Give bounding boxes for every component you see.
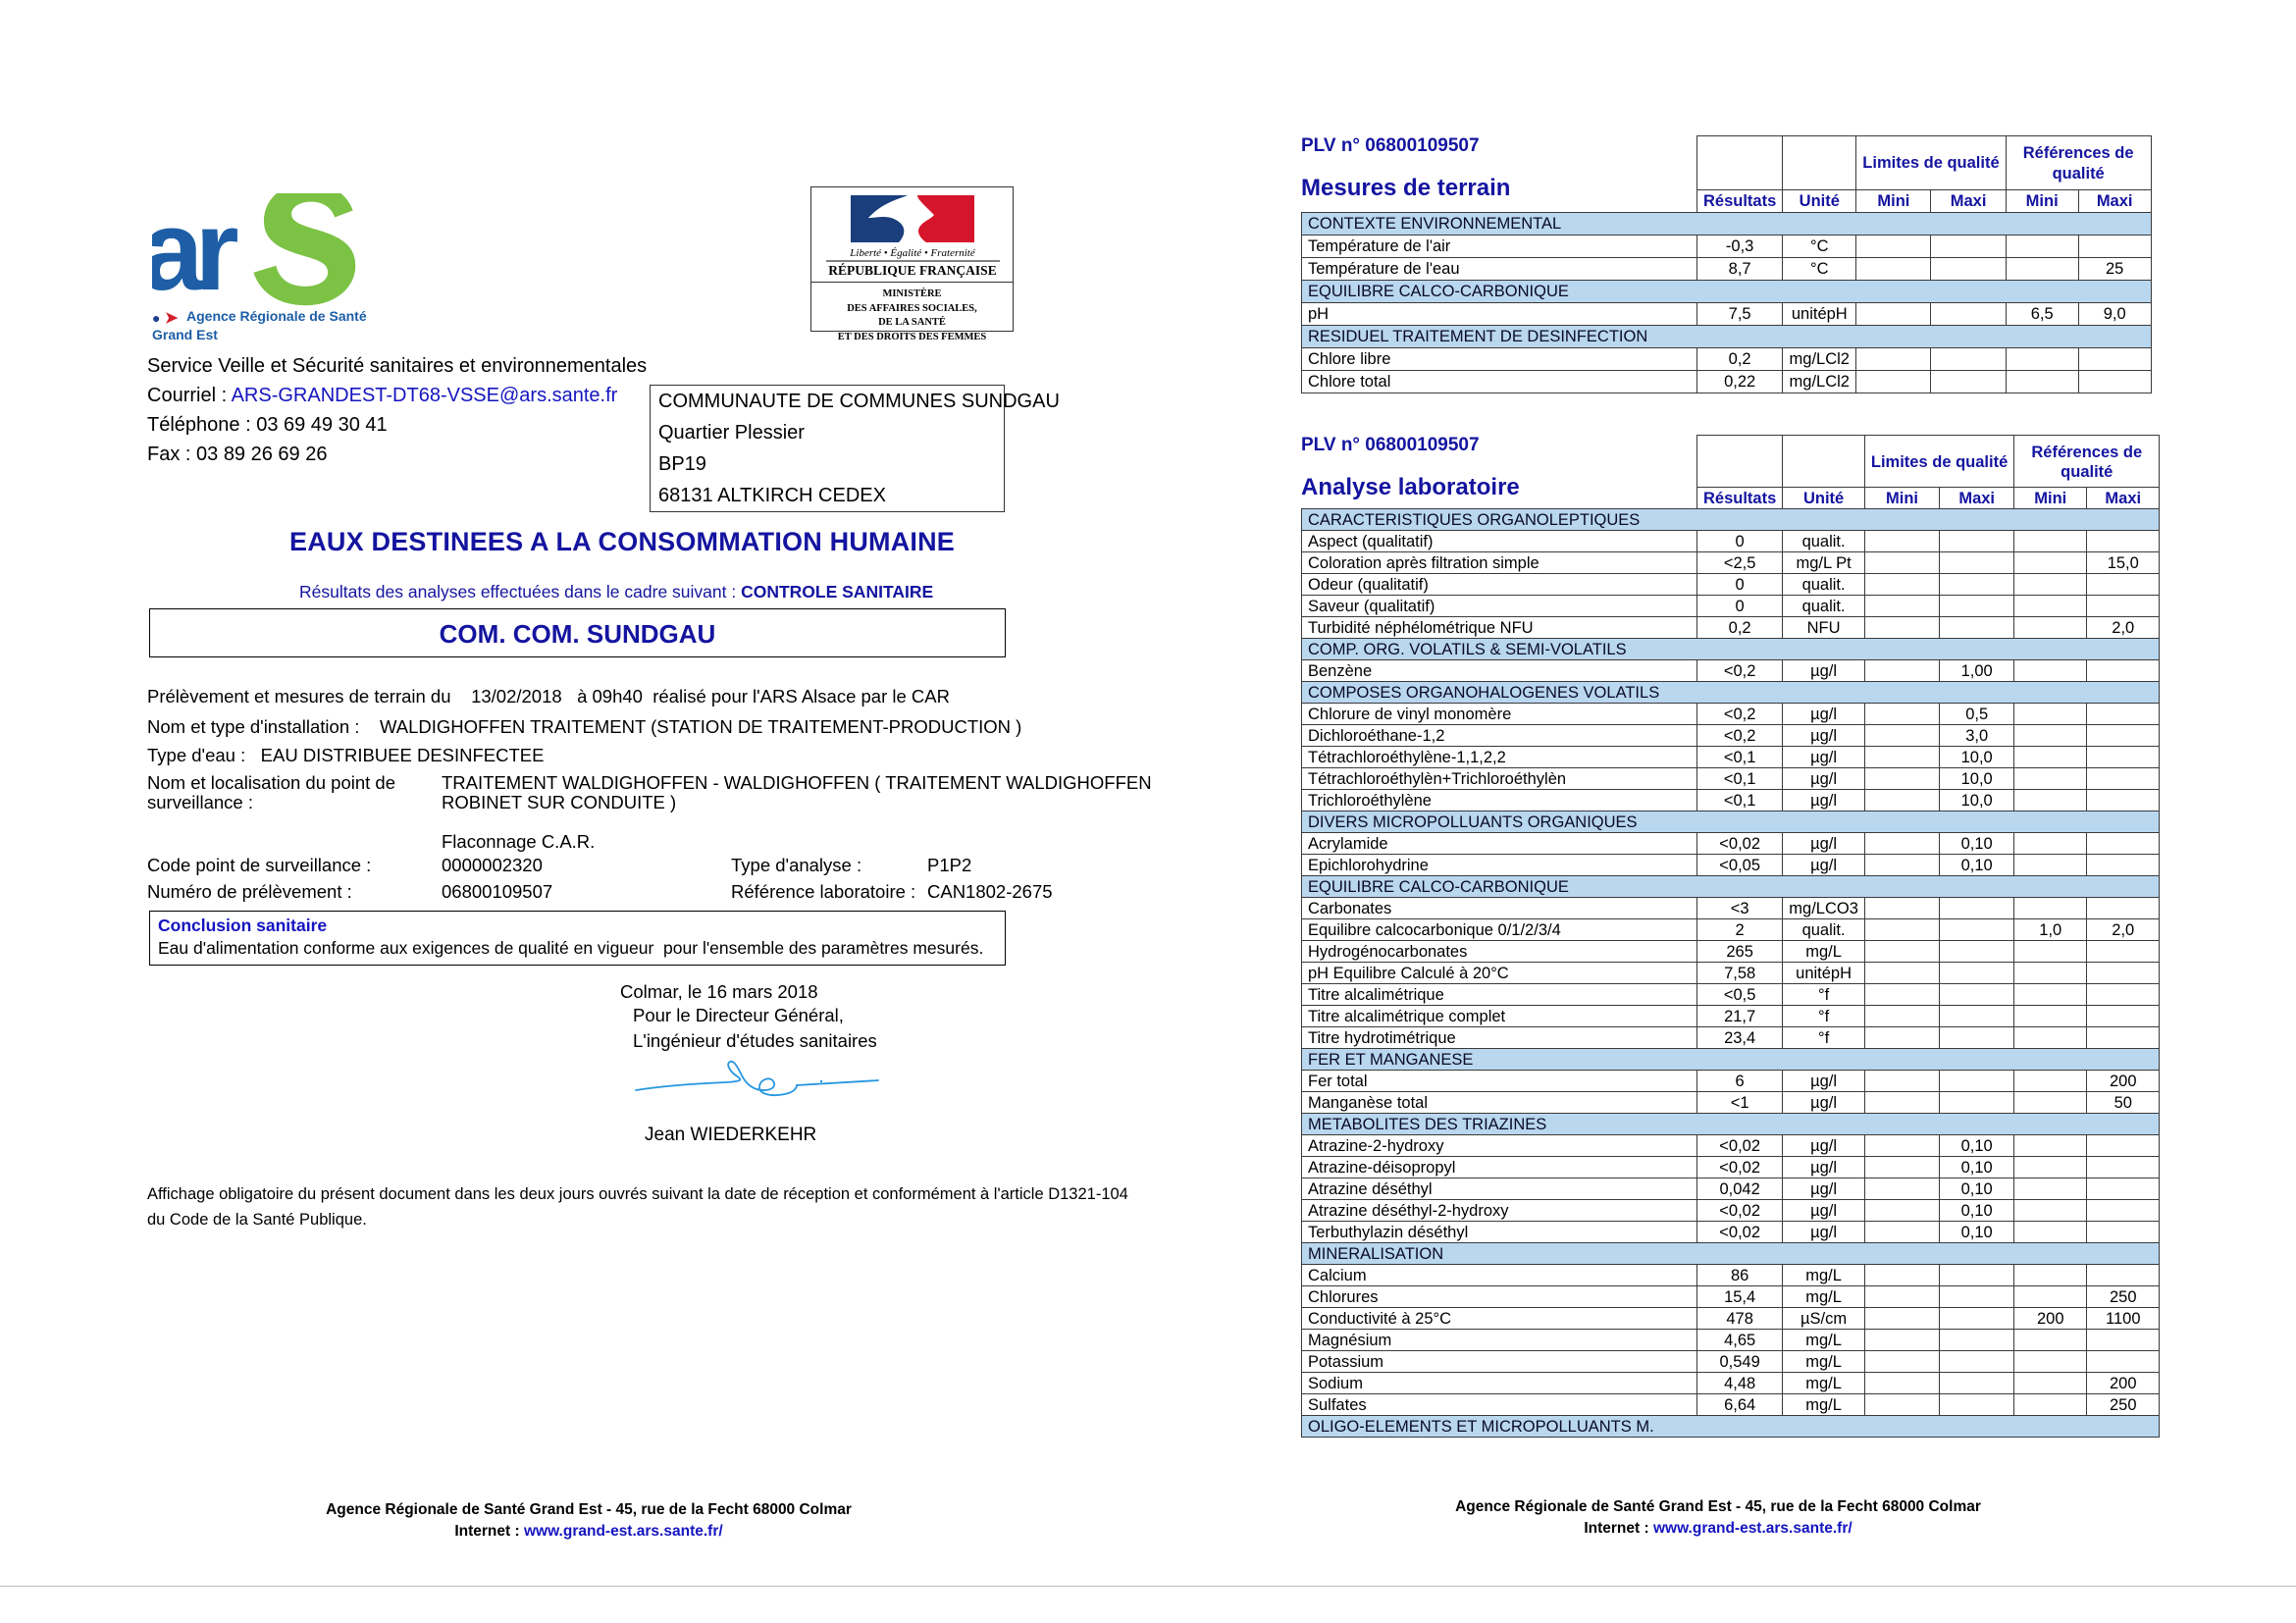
svg-text:RÉPUBLIQUE FRANÇAISE: RÉPUBLIQUE FRANÇAISE [828, 263, 996, 278]
svg-text:Liberté • Égalité • Fraternité: Liberté • Égalité • Fraternité [849, 247, 976, 259]
svg-text:ar: ar [152, 193, 238, 314]
